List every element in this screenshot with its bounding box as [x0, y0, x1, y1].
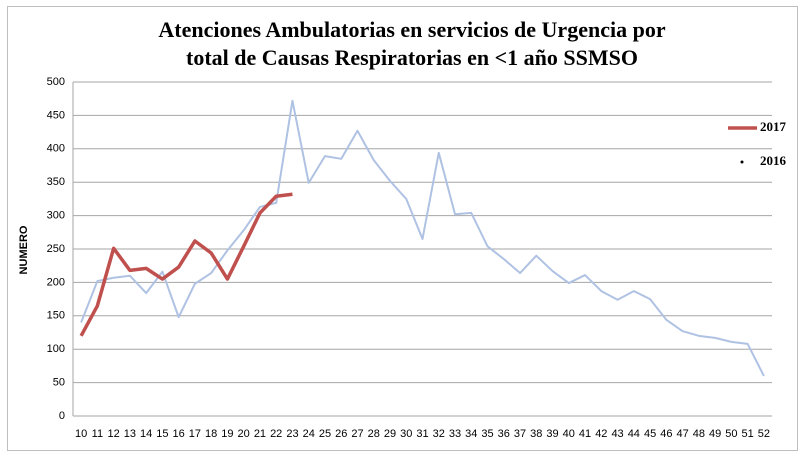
x-tick-label: 25: [319, 428, 331, 440]
y-tick-label: 250: [47, 243, 65, 255]
x-tick-label: 26: [335, 428, 347, 440]
x-tick-label: 35: [481, 428, 493, 440]
chart-title: Atenciones Ambulatorias en servicios de …: [158, 17, 665, 42]
x-tick-label: 32: [433, 428, 445, 440]
x-tick-label: 52: [758, 428, 770, 440]
x-tick-label: 29: [384, 428, 396, 440]
chart-frame: [7, 6, 798, 451]
y-tick-label: 100: [47, 343, 65, 355]
x-tick-label: 17: [189, 428, 201, 440]
y-tick-label: 500: [47, 76, 65, 88]
y-tick-label: 150: [47, 310, 65, 322]
y-tick-label: 350: [47, 176, 65, 188]
x-tick-label: 46: [660, 428, 672, 440]
x-tick-label: 27: [351, 428, 363, 440]
x-tick-label: 36: [498, 428, 510, 440]
x-tick-label: 33: [449, 428, 461, 440]
x-tick-label: 21: [254, 428, 266, 440]
x-tick-label: 45: [644, 428, 656, 440]
legend-swatch: [740, 160, 744, 164]
x-tick-label: 11: [92, 428, 103, 440]
x-tick-label: 13: [124, 428, 136, 440]
x-tick-label: 10: [75, 428, 87, 440]
x-tick-label: 48: [693, 428, 705, 440]
y-tick-label: 200: [47, 276, 65, 288]
legend-label: 2017: [760, 119, 787, 134]
x-tick-label: 18: [205, 428, 217, 440]
x-tick-label: 38: [530, 428, 542, 440]
series-line: [80, 99, 765, 377]
x-tick-label: 12: [108, 428, 120, 440]
x-tick-label: 44: [628, 428, 640, 440]
x-tick-label: 14: [140, 428, 152, 440]
x-tick-label: 39: [546, 428, 558, 440]
x-tick-label: 19: [221, 428, 233, 440]
x-tick-label: 40: [563, 428, 575, 440]
legend-label: 2016: [760, 153, 787, 168]
x-tick-label: 41: [579, 428, 591, 440]
series-line: [79, 192, 293, 337]
x-tick-label: 34: [465, 428, 477, 440]
y-tick-label: 50: [53, 377, 65, 389]
x-tick-label: 16: [173, 428, 185, 440]
x-tick-label: 43: [611, 428, 623, 440]
x-tick-label: 31: [416, 428, 428, 440]
y-axis-label: NUMERO: [18, 225, 30, 274]
chart-title: total de Causas Respiratorias en <1 año …: [186, 45, 638, 70]
x-tick-label: 22: [270, 428, 282, 440]
x-tick-label: 42: [595, 428, 607, 440]
y-tick-label: 300: [47, 210, 65, 222]
x-tick-label: 47: [676, 428, 688, 440]
x-tick-label: 37: [514, 428, 526, 440]
x-tick-label: 30: [400, 428, 412, 440]
x-tick-label: 49: [709, 428, 721, 440]
x-tick-label: 23: [286, 428, 298, 440]
y-tick-label: 0: [59, 410, 65, 422]
x-tick-label: 51: [741, 428, 753, 440]
x-tick-label: 24: [303, 428, 315, 440]
x-tick-label: 20: [238, 428, 250, 440]
y-tick-label: 450: [47, 109, 65, 121]
x-tick-label: 28: [368, 428, 380, 440]
x-tick-label: 50: [725, 428, 737, 440]
y-tick-label: 400: [47, 143, 65, 155]
x-tick-label: 15: [156, 428, 168, 440]
